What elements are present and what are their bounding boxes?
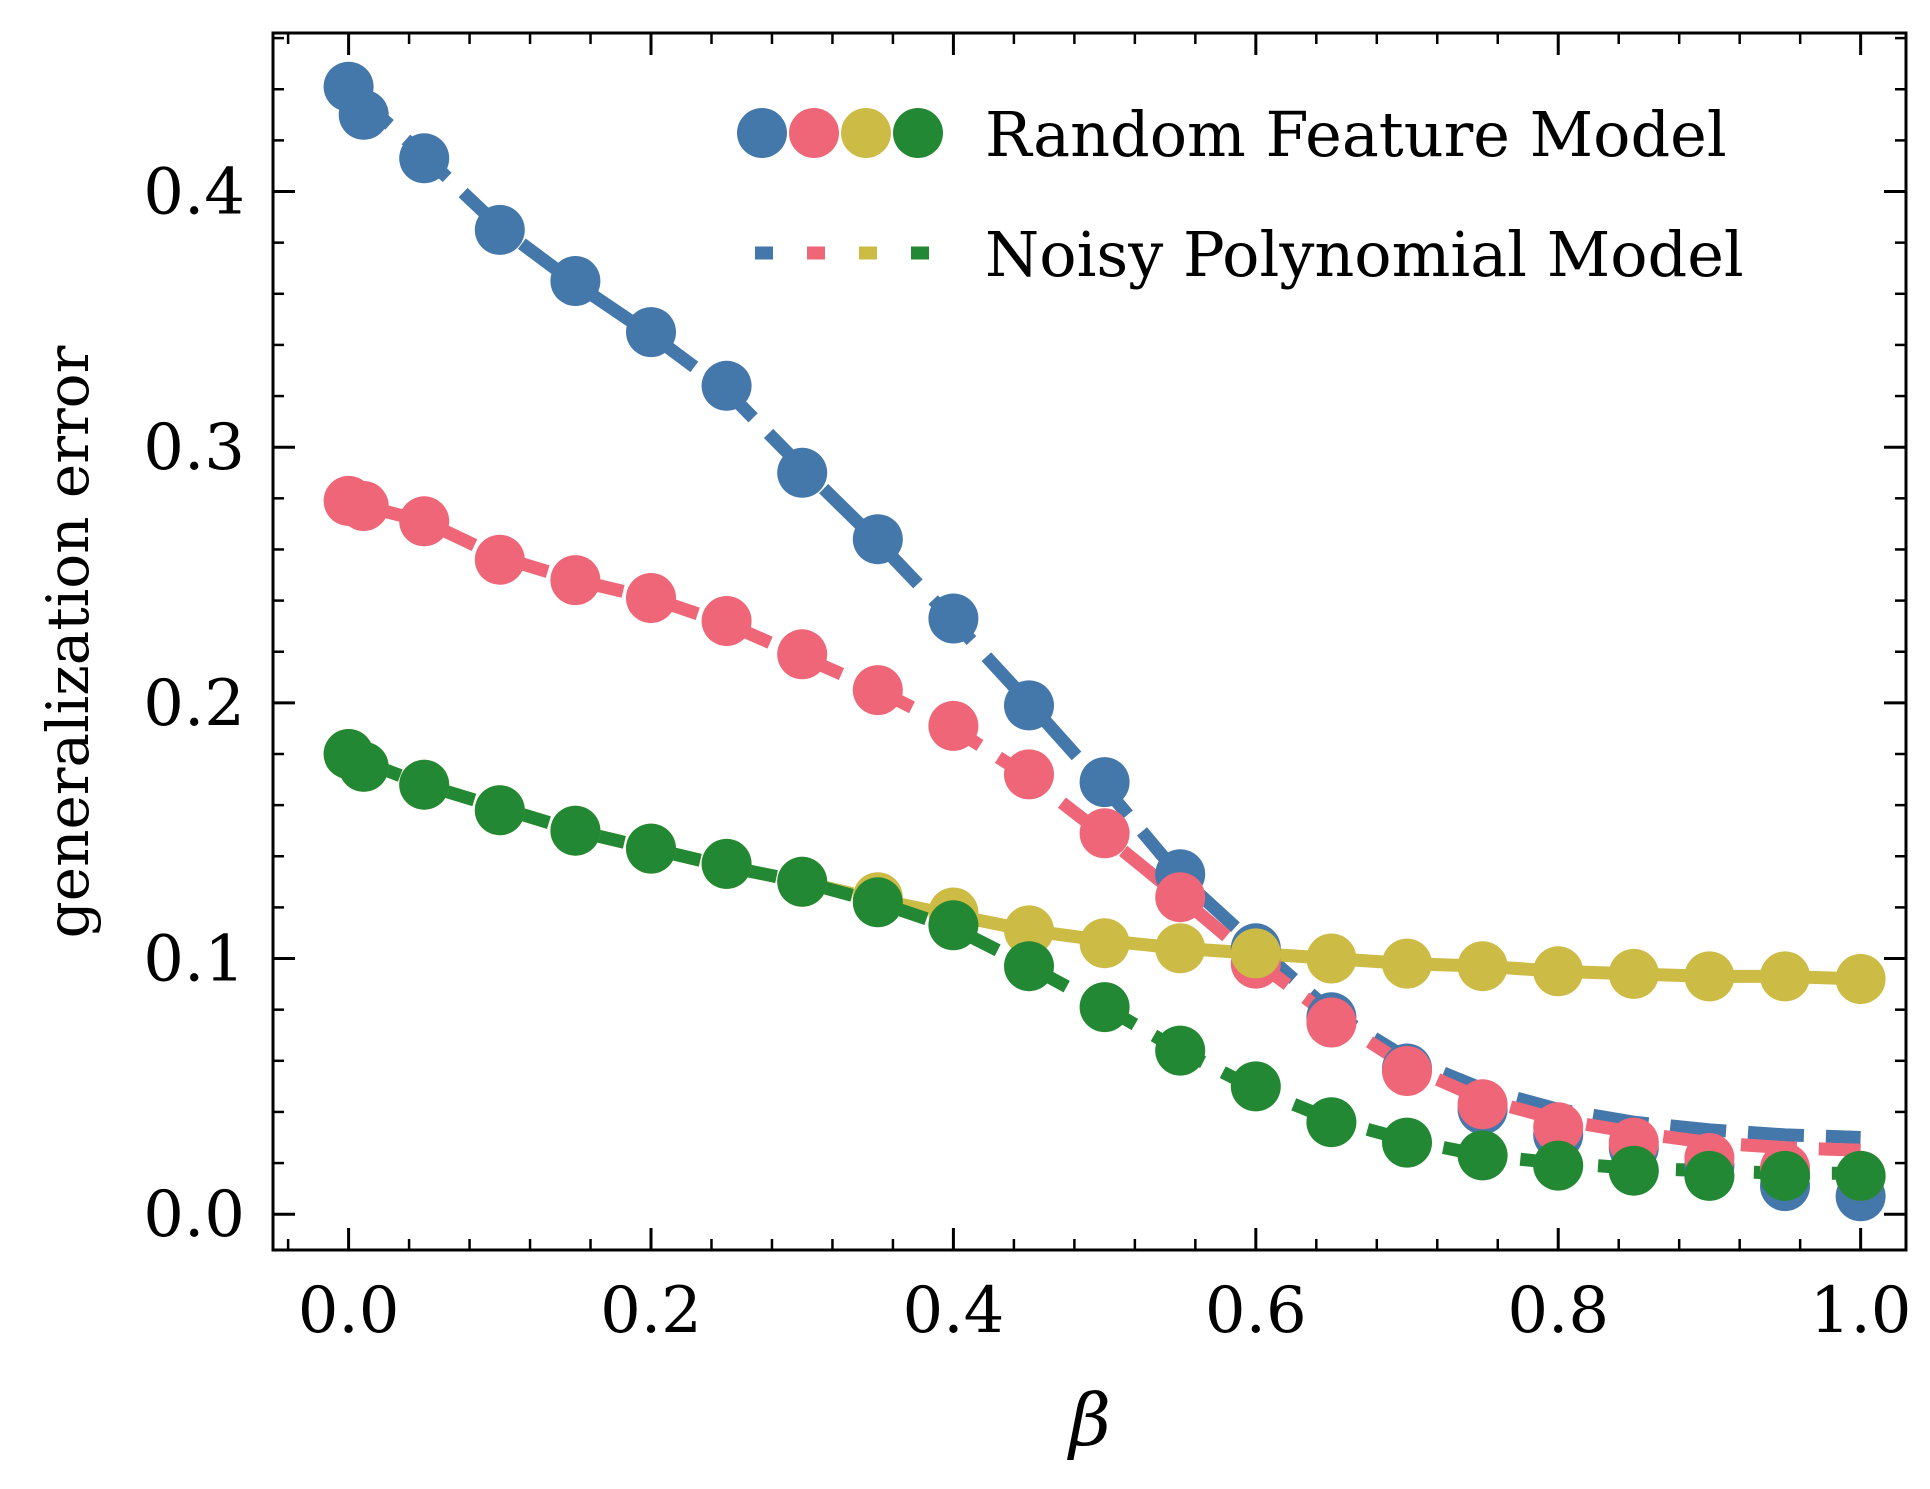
legend-marker-dot: [893, 108, 943, 158]
data-point-yellow: [1760, 951, 1810, 1002]
axes: [271, 31, 1908, 1252]
legend-marker-swatch: [737, 108, 943, 158]
data-point-green: [550, 805, 601, 856]
y-axis-label: generalization error: [34, 345, 102, 938]
y-tick-label: 0.1: [143, 923, 245, 997]
data-point-yellow: [1382, 938, 1432, 989]
x-axis-label: β: [1066, 1378, 1111, 1462]
data-point-yellow: [1684, 951, 1735, 1002]
legend-marker-dot: [789, 108, 839, 158]
data-point-red: [777, 629, 828, 680]
tick-labels: 0.0 0.2 0.4 0.6 0.8 1.0 0.0 0.1 0.2 0.3 0.4: [143, 156, 1911, 1348]
legend-label-noisy-polynomial-model: Noisy Polynomial Model: [985, 218, 1744, 291]
data-point-yellow: [1004, 905, 1054, 956]
data-point-red: [928, 700, 979, 751]
y-tick-label: 0.2: [143, 667, 245, 741]
data-point-blue: [626, 307, 676, 358]
data-point-yellow: [1306, 933, 1357, 984]
data-point-green: [1079, 982, 1130, 1033]
data-point-yellow: [1835, 954, 1886, 1004]
legend-entry-random-feature-model: Random Feature Model: [737, 98, 1727, 171]
data-point-yellow: [1533, 946, 1584, 997]
ticks: [273, 33, 1906, 1250]
legend-label-random-feature-model: Random Feature Model: [985, 98, 1727, 171]
data-point-green: [701, 838, 752, 889]
data-point-red: [1533, 1102, 1584, 1153]
data-point-blue: [1079, 757, 1130, 808]
data-point-blue: [701, 360, 752, 411]
data-point-red: [701, 596, 752, 646]
data-point-red: [1155, 872, 1206, 923]
legend: Random Feature Model Noisy Polynomial Mo…: [737, 98, 1744, 291]
data-point-red: [852, 665, 903, 716]
x-tick-label: 0.6: [1205, 1274, 1307, 1348]
y-tick-label: 0.3: [143, 411, 245, 485]
data-point-green: [1382, 1117, 1432, 1168]
data-point-green: [399, 759, 450, 810]
data-point-blue: [928, 593, 979, 644]
data-point-red: [1306, 997, 1357, 1048]
data-point-red: [474, 534, 525, 585]
legend-marker-dot: [841, 108, 891, 158]
data-point-green: [474, 785, 525, 836]
legend-entry-noisy-polynomial-model: Noisy Polynomial Model: [755, 218, 1744, 291]
data-point-red: [550, 555, 601, 606]
data-point-red: [338, 481, 389, 531]
y-tick-label: 0.0: [143, 1178, 245, 1252]
x-tick-label: 0.4: [903, 1274, 1005, 1348]
data-point-green: [1760, 1150, 1810, 1201]
data-point-green: [626, 823, 676, 874]
x-tick-label: 0.2: [600, 1274, 702, 1348]
data-point-yellow: [1155, 923, 1206, 974]
data-point-green: [1608, 1145, 1659, 1196]
series-curve-green: [345, 748, 1861, 1180]
legend-marker-dot: [737, 108, 787, 158]
series-curve-red: [346, 494, 1861, 1157]
data-point-green: [1306, 1097, 1357, 1148]
data-point-red: [399, 496, 450, 547]
data-point-green: [1155, 1025, 1206, 1076]
data-point-blue: [852, 514, 903, 565]
data-point-blue: [338, 89, 389, 140]
data-point-blue: [399, 133, 450, 184]
data-point-red: [1004, 749, 1054, 800]
data-point-yellow: [1457, 941, 1508, 992]
y-tick-label: 0.4: [143, 156, 245, 230]
data-point-green: [777, 856, 828, 907]
data-point-green: [1004, 941, 1054, 992]
series-markers: [323, 61, 1886, 1222]
data-point-green: [1835, 1150, 1886, 1201]
data-point-yellow: [1079, 918, 1130, 969]
data-point-blue: [550, 256, 601, 306]
data-point-green: [1533, 1140, 1584, 1191]
data-point-blue: [1004, 680, 1054, 731]
data-point-green: [928, 900, 979, 951]
data-point-green: [1457, 1130, 1508, 1181]
data-point-yellow: [1230, 928, 1281, 979]
data-point-blue: [474, 204, 525, 255]
data-point-red: [626, 573, 676, 623]
data-point-yellow: [1608, 948, 1659, 999]
data-point-red: [1382, 1046, 1432, 1096]
data-point-red: [1079, 808, 1130, 859]
data-point-blue: [777, 447, 828, 498]
data-point-green: [852, 877, 903, 928]
series-curves: [343, 82, 1861, 1180]
data-point-green: [1230, 1061, 1281, 1112]
x-tick-label: 0.0: [298, 1274, 400, 1348]
plot-frame: [271, 31, 1908, 1252]
x-tick-label: 1.0: [1810, 1274, 1912, 1348]
data-point-green: [338, 741, 389, 792]
x-tick-label: 0.8: [1507, 1274, 1609, 1348]
data-point-green: [1684, 1150, 1735, 1201]
data-point-red: [1457, 1079, 1508, 1130]
series-curve-blue: [343, 82, 1861, 1144]
